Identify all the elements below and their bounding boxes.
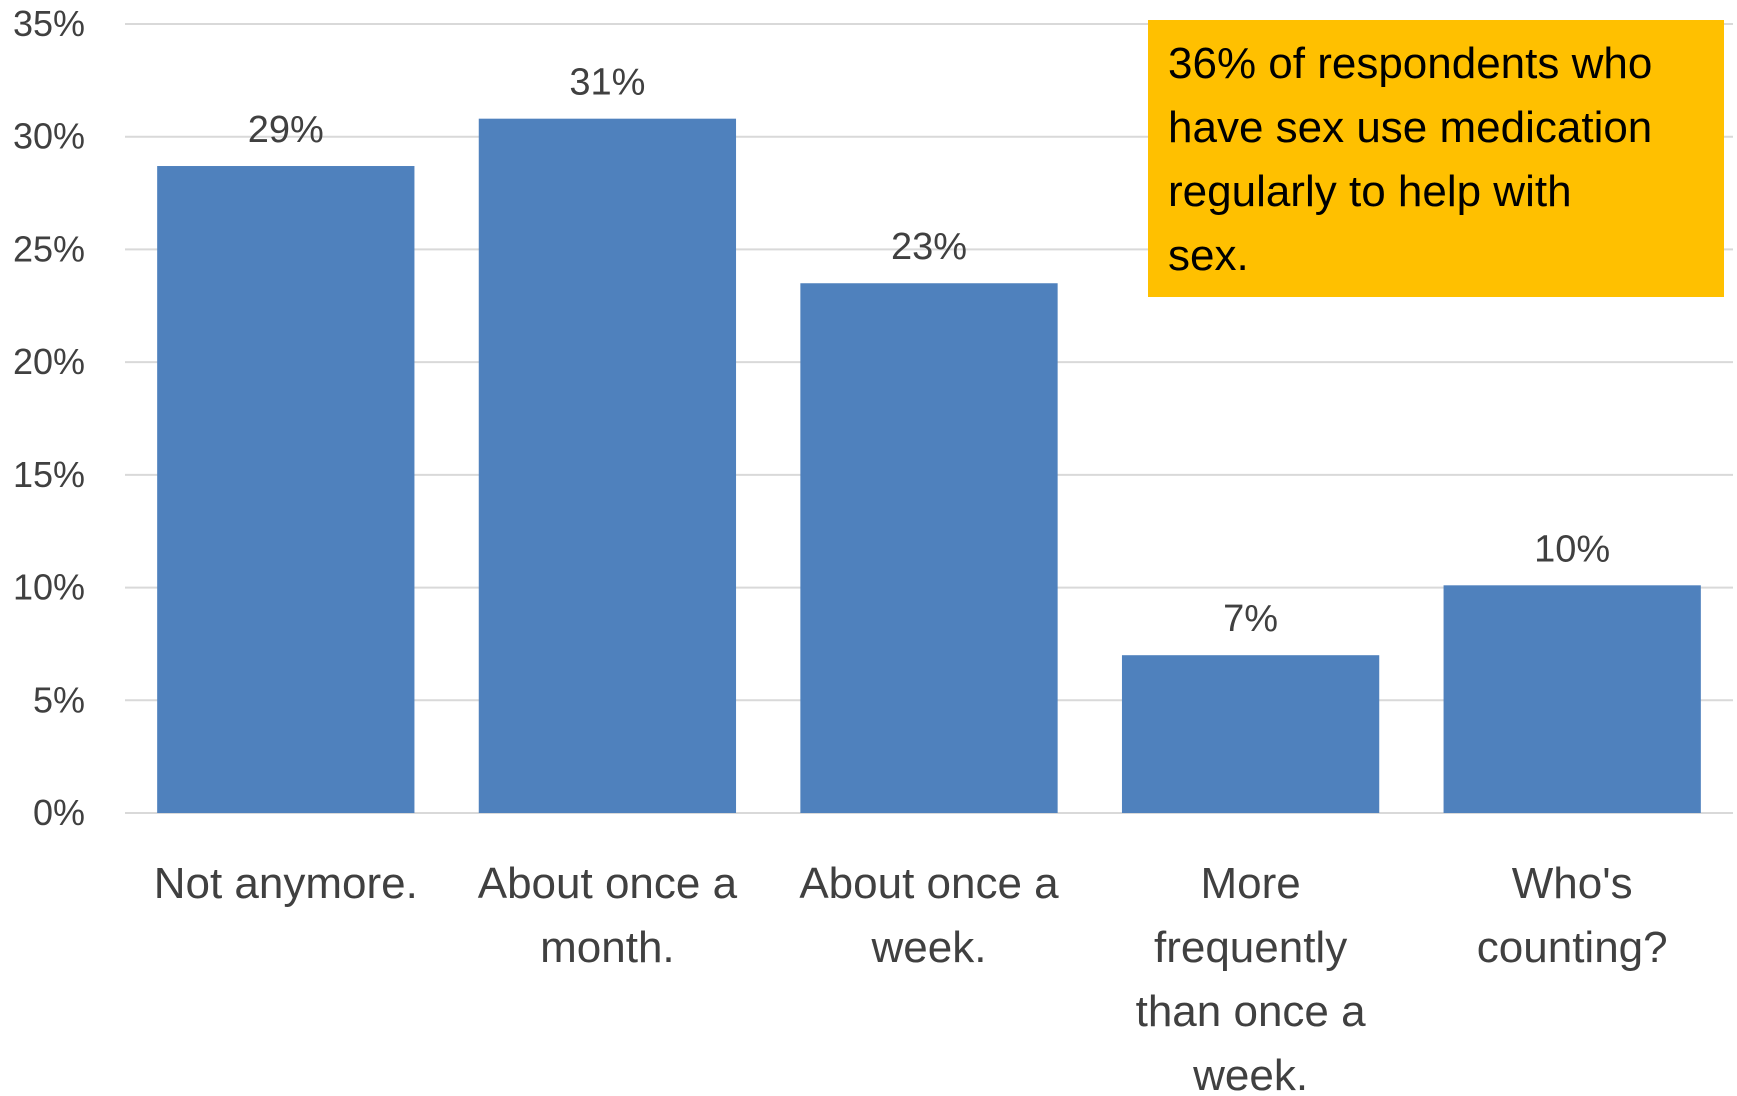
y-tick-label: 35%: [13, 3, 85, 44]
y-tick-label: 0%: [33, 792, 85, 833]
category-label: About once a month.: [478, 859, 738, 972]
annotation-callout: 36% of respondents who have sex use medic…: [1148, 20, 1724, 297]
category-label: Who's counting?: [1477, 859, 1668, 972]
y-tick-label: 30%: [13, 116, 85, 157]
category-label: About once a week.: [799, 859, 1059, 972]
y-tick-label: 15%: [13, 454, 85, 495]
x-axis-category-labels: Not anymore. About once a month. About once…: [154, 859, 1668, 1096]
annotation-text: 36% of respondents who have sex use medic…: [1168, 39, 1652, 280]
y-tick-label: 5%: [33, 679, 85, 720]
bar: [157, 166, 415, 813]
data-label: 29%: [248, 109, 324, 151]
bar: [478, 118, 737, 814]
y-tick-label: 10%: [13, 567, 85, 608]
annotation-box: [1148, 20, 1724, 297]
data-label: 23%: [891, 226, 967, 268]
y-tick-label: 20%: [13, 341, 85, 382]
data-label: 7%: [1223, 598, 1278, 640]
data-label: 10%: [1534, 528, 1610, 570]
data-labels: 29% 31% 23% 7% 10%: [248, 62, 1610, 641]
bar: [800, 283, 1058, 813]
y-axis-tick-labels: 0% 5% 10% 15% 20% 25% 30% 35%: [13, 3, 85, 833]
bars: [157, 118, 1701, 814]
category-label: Not anymore.: [154, 859, 418, 908]
data-label: 31%: [569, 62, 645, 104]
bar: [1121, 655, 1380, 813]
bar: [1443, 585, 1701, 813]
y-tick-label: 25%: [13, 228, 85, 269]
category-label: More frequently than once a week.: [1136, 859, 1366, 1096]
